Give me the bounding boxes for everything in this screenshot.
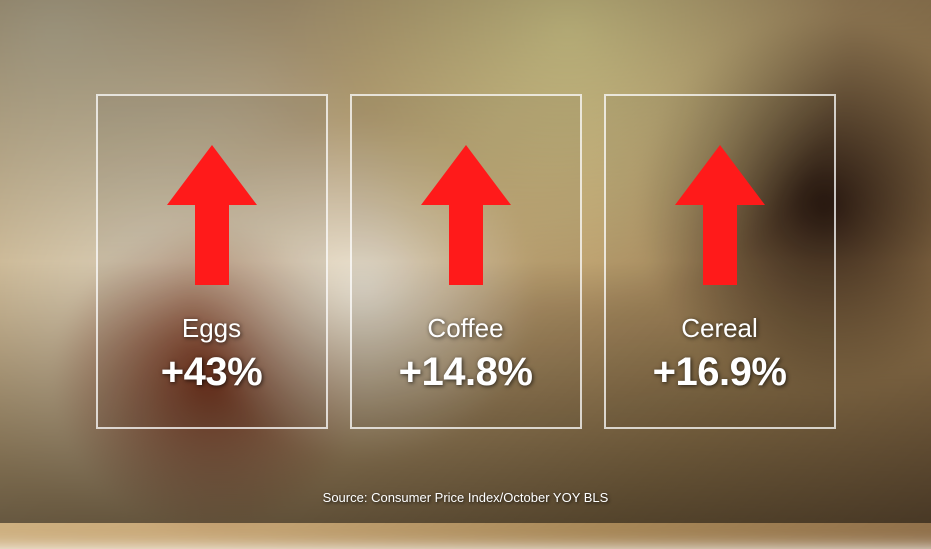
source-caption: Source: Consumer Price Index/October YOY… xyxy=(0,490,931,505)
up-arrow-icon xyxy=(416,116,516,313)
item-value: +14.8% xyxy=(399,350,533,395)
item-value: +16.9% xyxy=(653,350,787,395)
up-arrow-icon xyxy=(162,116,262,313)
stat-panel-coffee: Coffee +14.8% xyxy=(350,94,582,429)
item-value: +43% xyxy=(161,350,262,395)
item-label: Cereal xyxy=(653,313,787,344)
item-label: Coffee xyxy=(399,313,533,344)
stat-panel-cereal: Cereal +16.9% xyxy=(604,94,836,429)
item-label: Eggs xyxy=(161,313,262,344)
stat-panels: Eggs +43% Coffee +14.8% Cereal +16.9% xyxy=(96,94,836,429)
stat-panel-eggs: Eggs +43% xyxy=(96,94,328,429)
up-arrow-icon xyxy=(670,116,770,313)
